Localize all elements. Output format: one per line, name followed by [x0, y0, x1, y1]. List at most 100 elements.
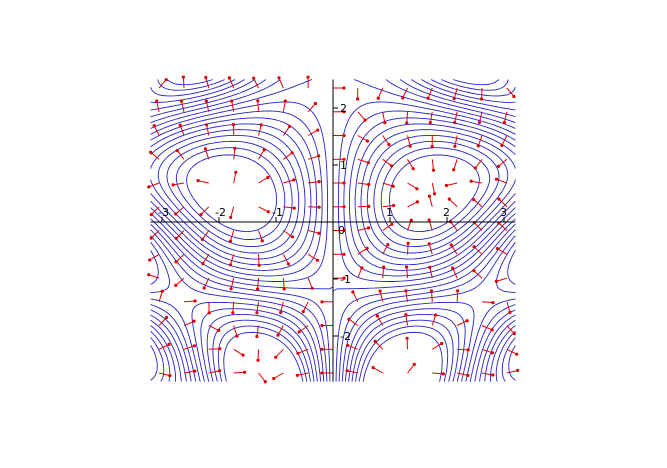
field-arrow-head: [203, 147, 207, 151]
field-arrow-head: [296, 351, 300, 355]
field-arrow-head: [297, 330, 301, 334]
field-arrow: [204, 148, 210, 160]
field-arrow: [481, 325, 493, 331]
field-arrow-head: [367, 182, 371, 187]
field-arrow-head: [228, 263, 233, 267]
field-arrow-head: [193, 299, 197, 303]
field-arrow: [454, 111, 458, 123]
field-arrow-head: [168, 374, 172, 378]
field-arrow: [357, 247, 368, 255]
field-arrow: [382, 223, 393, 231]
field-arrow-head: [218, 369, 222, 373]
contour-line: [150, 79, 516, 382]
field-arrow: [452, 267, 458, 279]
field-arrow-head: [378, 289, 382, 293]
field-arrow: [308, 155, 319, 160]
field-arrow: [158, 372, 171, 377]
field-arrow-head: [431, 168, 436, 172]
field-arrow-head: [356, 97, 360, 101]
field-arrow: [173, 182, 185, 186]
field-arrow-head: [292, 206, 296, 210]
contour-line: [150, 79, 516, 382]
field-arrow: [481, 87, 483, 100]
field-arrow-head: [371, 366, 375, 370]
field-arrow-head: [415, 187, 419, 191]
field-arrow-head: [342, 252, 346, 256]
field-arrow: [297, 348, 309, 354]
field-arrow: [228, 77, 235, 89]
field-arrow: [481, 348, 493, 354]
field-arrow-head: [363, 118, 367, 122]
field-arrow-head: [508, 310, 512, 314]
gradient-field: [147, 75, 520, 384]
field-arrow: [176, 150, 185, 160]
field-arrow-head: [500, 143, 504, 147]
field-arrow: [406, 267, 408, 279]
field-arrow-head: [174, 236, 178, 240]
field-arrow-head: [256, 358, 260, 362]
field-arrow-head: [279, 310, 283, 315]
field-arrow-head: [405, 336, 409, 340]
field-arrow: [153, 125, 160, 136]
field-arrow-head: [147, 273, 151, 277]
field-arrow: [278, 77, 284, 89]
field-arrow-head: [360, 266, 364, 270]
field-arrow-head: [427, 218, 431, 222]
field-arrow-head: [366, 226, 371, 230]
field-arrow-head: [367, 204, 371, 208]
field-arrow-head: [315, 258, 319, 262]
field-arrow-head: [441, 372, 445, 376]
field-arrow-head: [440, 341, 444, 346]
field-arrow: [496, 277, 508, 282]
field-arrow-head: [192, 344, 196, 348]
field-arrow-head: [366, 161, 370, 165]
field-arrow: [453, 159, 458, 170]
field-arrow-head: [174, 260, 178, 264]
field-arrow: [457, 372, 469, 376]
field-arrow: [230, 277, 235, 289]
contour-line: [150, 79, 516, 382]
field-arrow-head: [165, 315, 169, 320]
field-arrow-head: [274, 355, 278, 359]
field-arrow-head: [317, 180, 321, 184]
field-arrow-head: [430, 144, 434, 149]
field-arrow-head: [342, 228, 346, 233]
field-arrow: [498, 222, 508, 231]
field-arrow: [429, 267, 433, 279]
field-arrow: [307, 129, 318, 136]
field-arrow-head: [472, 198, 476, 202]
field-arrow-head: [204, 99, 208, 103]
field-arrow: [302, 301, 309, 312]
field-arrow: [457, 348, 469, 351]
field-arrow: [256, 325, 259, 337]
field-arrow-head: [496, 164, 500, 168]
field-arrow-head: [175, 149, 179, 153]
x-tick-label: -1: [272, 206, 283, 219]
field-arrow: [478, 111, 483, 123]
field-arrow: [374, 341, 384, 350]
field-arrow: [258, 124, 262, 136]
field-arrow: [431, 159, 434, 171]
field-arrow-head: [167, 342, 171, 346]
field-arrow: [201, 230, 210, 240]
field-arrow: [158, 317, 167, 326]
field-arrow: [258, 149, 265, 160]
field-arrow: [477, 135, 483, 147]
field-arrow: [150, 151, 160, 160]
field-arrow: [407, 135, 411, 147]
field-arrow-head: [160, 289, 164, 293]
field-arrow: [407, 182, 418, 190]
field-arrow-head: [373, 339, 377, 343]
field-arrow: [496, 178, 508, 184]
field-arrow-head: [477, 120, 481, 125]
field-arrow: [148, 182, 160, 188]
field-arrow: [382, 111, 386, 123]
field-arrow: [506, 325, 515, 334]
field-arrow-head: [497, 197, 501, 201]
field-arrow: [506, 370, 518, 374]
field-arrow-head: [494, 279, 498, 283]
field-arrow: [282, 100, 286, 112]
field-arrow: [382, 182, 394, 187]
field-arrow-head: [390, 222, 394, 226]
field-arrow: [277, 325, 284, 336]
